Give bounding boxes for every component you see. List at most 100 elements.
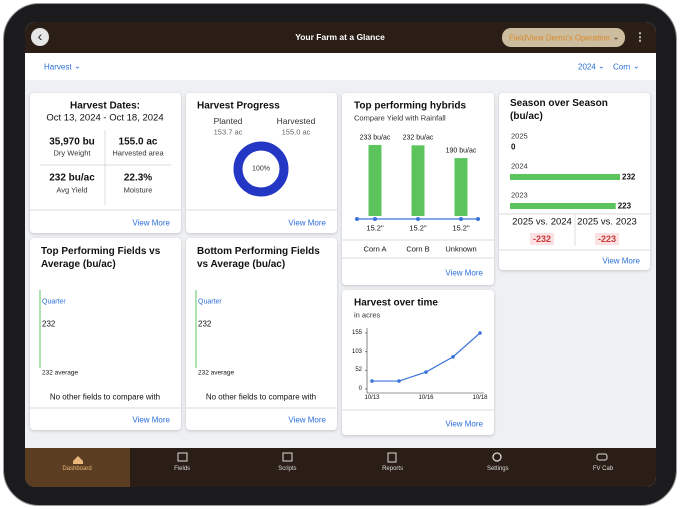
rainfall-end (476, 217, 480, 221)
bar-label: 233 bu/ac (359, 134, 391, 142)
stat-value: 22.3% (123, 172, 153, 184)
card-title: Harvest Dates: (69, 100, 141, 112)
card (186, 238, 337, 430)
view-more[interactable]: View More (132, 218, 170, 228)
donut-label: 100% (252, 165, 270, 173)
view-more[interactable]: View More (445, 268, 483, 278)
season-year: 2025 (511, 131, 528, 141)
stat-label: Avg Yield (56, 185, 88, 195)
view-more[interactable]: View More (288, 218, 326, 228)
category-label: Corn B (406, 244, 430, 254)
more-button[interactable]: ⋮ (634, 31, 646, 44)
chevron: ⌄ (74, 61, 81, 71)
card (342, 290, 494, 435)
y-tick-label: 52 (355, 367, 362, 374)
filter-bar (25, 53, 656, 80)
chevron: ⌄ (612, 32, 620, 42)
stat-label: Moisture (123, 185, 153, 195)
donut-arc (233, 141, 289, 197)
y-tick-label: 155 (351, 330, 362, 336)
empty-message: No other fields to compare with (49, 392, 161, 402)
nav-label[interactable]: Fields (174, 466, 191, 472)
bar-label: 223 (617, 201, 632, 211)
nav-icons (73, 452, 608, 464)
nav-label[interactable]: FV Cab (592, 466, 614, 472)
x-tick-label: 10/13 (364, 395, 380, 401)
point (397, 379, 401, 383)
card-title: Season over Season (bu/ac) (510, 98, 608, 122)
point (370, 379, 374, 383)
rainfall-point (416, 217, 420, 221)
bar (368, 145, 382, 216)
card (30, 238, 181, 430)
nav-active (25, 448, 130, 487)
bar (510, 174, 620, 180)
operation-name: FieldView Demo's Operation (509, 33, 610, 43)
back-button[interactable]: ‹ (31, 28, 49, 46)
rainfall-end (355, 217, 359, 221)
line (372, 332, 481, 382)
comparison-label: 2025 vs. 2024 (512, 216, 572, 228)
card-subtitle: Compare Yield with Rainfall (354, 113, 446, 123)
nav-label[interactable]: Dashboard (62, 466, 92, 472)
crop-filter[interactable]: Corn (613, 62, 631, 72)
card-title: Harvest over time (354, 297, 438, 309)
y-tick-label: 103 (351, 348, 362, 355)
rainfall-point (459, 217, 463, 221)
point (424, 370, 428, 374)
view-more[interactable]: View More (132, 415, 170, 425)
bar-label: 232 bu/ac (402, 134, 434, 142)
x-tick-label: 10/16 (418, 395, 434, 401)
card-subtitle: in acres (354, 310, 381, 320)
stat-label: Dry Weight (53, 148, 91, 158)
bar-label: 190 bu/ac (445, 147, 477, 155)
card-title: Harvest Progress (197, 100, 280, 112)
dividers (30, 130, 650, 411)
point (451, 355, 455, 359)
operation-selector[interactable] (502, 28, 625, 47)
point (478, 331, 482, 335)
nav-label[interactable]: Reports (382, 466, 404, 472)
season-year: 2024 (511, 161, 528, 171)
bar (510, 203, 616, 209)
nav-label[interactable]: Scripts (278, 466, 297, 472)
card-title: Top Performing Fields vs Average (bu/ac) (41, 246, 161, 270)
header-title: Your Farm at a Glance (295, 32, 385, 42)
x-tick-label: 10/18 (472, 395, 488, 401)
season-value: 0 (511, 142, 516, 152)
rainfall-label: 15.2" (409, 223, 427, 233)
view-more[interactable]: View More (445, 419, 483, 429)
bar (454, 158, 468, 216)
rainfall-label: 15.2" (452, 223, 470, 233)
card-title: Bottom Performing Fields vs Average (bu/… (197, 246, 320, 270)
bar (411, 145, 425, 216)
nav-label[interactable]: Settings (486, 466, 509, 472)
card-title: Top performing hybrids (354, 100, 467, 112)
field-value: 232 (198, 319, 212, 329)
season-year: 2023 (511, 190, 528, 200)
rainfall-label: 15.2" (366, 223, 384, 233)
nav-bar (25, 448, 656, 487)
view-filter[interactable]: Harvest (44, 62, 72, 72)
comparison-label: 2025 vs. 2023 (577, 216, 637, 228)
view-more[interactable]: View More (288, 415, 326, 425)
average-label: 232 average (42, 369, 79, 377)
average-label: 232 average (198, 369, 235, 377)
y-tick-label: 0 (358, 386, 362, 392)
year-filter[interactable]: 2024 (578, 62, 596, 72)
rainfall-point (373, 217, 377, 221)
bar-label: 232 (622, 172, 636, 182)
harvested-label: Harvested (276, 116, 316, 126)
chevron: ⌄ (633, 61, 640, 71)
field-value: 232 (42, 319, 56, 329)
group-label: Quarter (42, 298, 66, 306)
category-label: Corn A (363, 244, 387, 254)
group-label: Quarter (198, 298, 222, 306)
view-more[interactable]: View More (602, 256, 640, 266)
stat-label: Harvested area (112, 148, 164, 158)
stat-value: 35,970 bu (49, 136, 95, 148)
chevron: ⌄ (598, 61, 605, 71)
empty-message: No other fields to compare with (205, 392, 317, 402)
